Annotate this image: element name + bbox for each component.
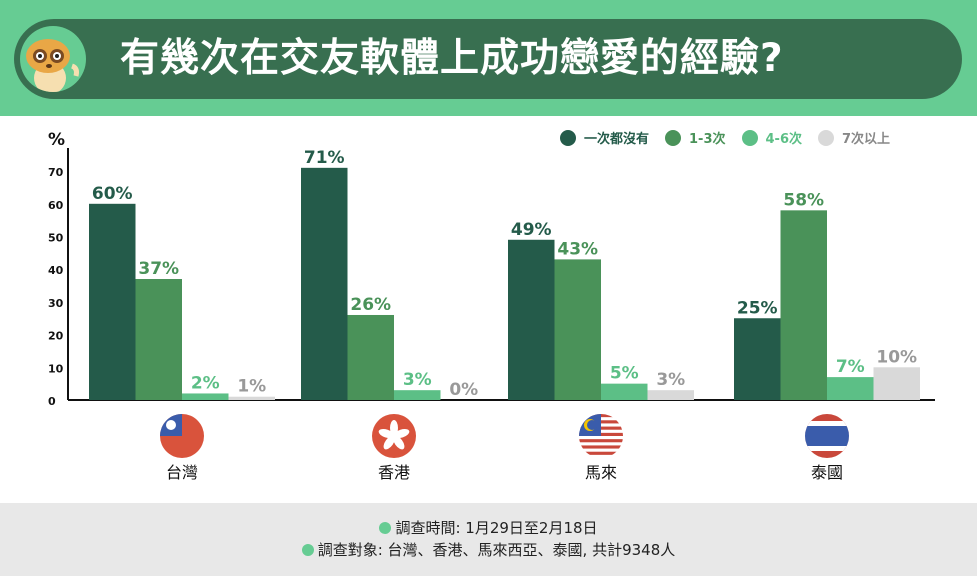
title-banner <box>14 19 962 99</box>
data-label: 43% <box>557 239 598 259</box>
bar <box>508 239 555 400</box>
data-label: 1% <box>237 377 266 397</box>
bullet-icon <box>379 522 392 534</box>
bar <box>135 279 182 400</box>
legend-label: 7次以上 <box>842 132 891 147</box>
bar <box>780 210 827 400</box>
survey-period: 調查時間: 1月29日至2月18日 <box>0 517 977 539</box>
hong-kong-flag-icon <box>372 414 416 458</box>
survey-period-text: 調查時間: 1月29日至2月18日 <box>395 519 598 537</box>
legend-swatch <box>741 129 758 146</box>
legend-item: 1-3次 <box>665 128 726 147</box>
data-label: 37% <box>138 259 179 279</box>
category-label: 馬來 <box>585 463 617 482</box>
bar <box>394 390 441 400</box>
category-label: 香港 <box>378 463 410 482</box>
data-label: 3% <box>403 370 432 390</box>
taiwan-flag-icon <box>160 414 204 458</box>
y-axis-label: % <box>48 130 65 150</box>
y-tick-label: 30 <box>48 297 64 310</box>
bar-chart: % 0 10 20 30 40 50 60 70 60% 37% 2% 1% 台灣 71% 26% 3% 0% 香港… <box>48 130 935 482</box>
y-tick-label: 0 <box>48 395 56 408</box>
legend-swatch <box>665 129 682 146</box>
bar <box>228 396 275 400</box>
data-label: 26% <box>350 295 391 315</box>
malaysia-flag-icon <box>579 414 623 458</box>
bar <box>182 393 229 400</box>
data-label: 2% <box>191 373 220 393</box>
bar <box>554 259 601 400</box>
data-label: 7% <box>836 357 865 377</box>
data-label: 0% <box>449 380 478 400</box>
legend-item: 7次以上 <box>818 128 890 147</box>
bar <box>873 367 920 400</box>
y-tick-label: 50 <box>48 232 64 245</box>
bar <box>347 314 394 400</box>
data-label: 60% <box>92 184 133 204</box>
data-label: 49% <box>511 220 552 240</box>
y-tick-label: 70 <box>48 166 64 179</box>
bar <box>734 318 781 400</box>
survey-sample: 調查對象: 台灣、香港、馬來西亞、泰國, 共計9348人 <box>0 539 977 561</box>
data-label: 25% <box>737 298 778 318</box>
category-label: 台灣 <box>166 463 198 482</box>
bar <box>601 383 648 400</box>
legend: 一次都沒有 1-3次 4-6次 7次以上 <box>560 128 890 147</box>
footer: 調查時間: 1月29日至2月18日 調查對象: 台灣、香港、馬來西亞、泰國, 共… <box>0 503 977 576</box>
legend-label: 1-3次 <box>689 132 726 147</box>
legend-label: 4-6次 <box>765 132 803 147</box>
data-label: 58% <box>783 190 824 210</box>
bar <box>827 377 874 400</box>
y-tick-label: 40 <box>48 264 64 277</box>
category-label: 泰國 <box>811 463 843 482</box>
thailand-flag-icon <box>805 414 849 458</box>
bar <box>647 390 694 400</box>
y-tick-label: 10 <box>48 362 64 375</box>
legend-swatch <box>818 129 835 146</box>
data-label: 10% <box>876 347 917 367</box>
bar <box>301 167 348 400</box>
survey-sample-text: 調查對象: 台灣、香港、馬來西亞、泰國, 共計9348人 <box>317 541 676 559</box>
mascot-logo <box>20 26 86 92</box>
y-tick-label: 60 <box>48 199 64 212</box>
legend-label: 一次都沒有 <box>584 132 650 147</box>
legend-swatch <box>560 129 576 146</box>
y-tick-label: 20 <box>48 330 64 343</box>
bar <box>89 203 136 400</box>
legend-item: 一次都沒有 <box>560 128 649 147</box>
header: 有幾次在交友軟體上成功戀愛的經驗? <box>0 0 977 116</box>
page-title: 有幾次在交友軟體上成功戀愛的經驗? <box>120 36 784 81</box>
data-label: 5% <box>610 364 639 384</box>
data-label: 71% <box>304 148 345 168</box>
data-label: 3% <box>656 370 685 390</box>
legend-item: 4-6次 <box>741 128 803 147</box>
bullet-icon <box>301 544 314 556</box>
